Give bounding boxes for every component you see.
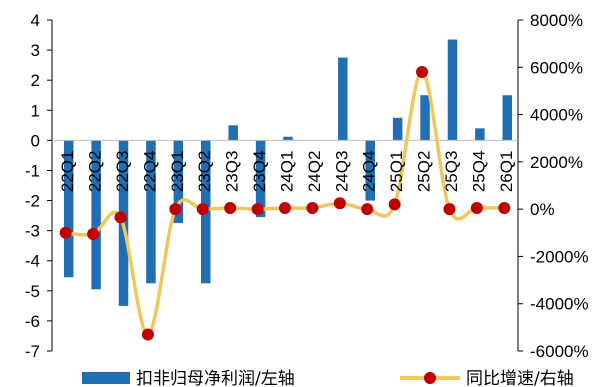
right-tick-label: 2000% — [530, 153, 583, 172]
growth-marker-25Q4 — [470, 201, 483, 214]
right-tick-label: -6000% — [530, 342, 589, 361]
right-axis: 8000% 6000% 4000% 2000% 0% -2000% -4000% -6000% — [517, 11, 589, 361]
category-label-24Q2: 24Q2 — [305, 151, 324, 193]
bar-25Q1 — [392, 117, 403, 141]
growth-marker-25Q3 — [443, 203, 456, 216]
right-tick-label: 6000% — [530, 58, 583, 77]
legend-line-marker — [424, 372, 436, 384]
bar-25Q2 — [420, 95, 430, 141]
bar-24Q3 — [338, 57, 348, 141]
bar-22Q2 — [91, 140, 101, 290]
left-tick-label: 3 — [31, 41, 40, 60]
category-label-22Q4: 22Q4 — [140, 151, 159, 193]
growth-marker-23Q3 — [224, 201, 237, 214]
left-tick-label: -4 — [25, 252, 40, 271]
legend: 扣非归母净利润/左轴 同比增速/右轴 — [82, 369, 574, 387]
growth-marker-22Q1 — [59, 226, 72, 239]
left-tick-label: 0 — [31, 131, 40, 150]
left-tick-label: -1 — [25, 161, 40, 180]
left-tick-label: 4 — [31, 11, 40, 30]
left-tick-label: -7 — [25, 342, 40, 361]
category-label-25Q2: 25Q2 — [415, 151, 434, 193]
category-label-25Q1: 25Q1 — [387, 151, 406, 193]
category-label-23Q2: 23Q2 — [195, 151, 214, 193]
growth-marker-23Q2 — [196, 203, 209, 216]
growth-marker-26Q1 — [498, 201, 511, 214]
category-label-26Q1: 26Q1 — [497, 151, 516, 193]
growth-marker-25Q2 — [416, 66, 429, 79]
category-label-25Q3: 25Q3 — [442, 151, 461, 193]
category-label-22Q1: 22Q1 — [58, 151, 77, 193]
growth-marker-24Q4 — [361, 203, 374, 216]
bar-24Q1 — [283, 136, 293, 141]
bar-25Q4 — [475, 128, 485, 141]
legend-bar-swatch — [82, 372, 130, 384]
category-label-23Q3: 23Q3 — [223, 151, 242, 193]
right-tick-label: 4000% — [530, 106, 583, 125]
growth-marker-24Q2 — [306, 201, 319, 214]
category-label-23Q4: 23Q4 — [250, 151, 269, 193]
legend-bar-label: 扣非归母净利润/左轴 — [136, 369, 295, 387]
bar-23Q4 — [255, 140, 266, 218]
left-tick-label: 1 — [31, 101, 40, 120]
growth-marker-22Q3 — [114, 211, 127, 224]
left-tick-label: -2 — [25, 192, 40, 211]
growth-marker-25Q1 — [388, 198, 401, 211]
bar-23Q1 — [173, 140, 184, 224]
legend-line-label: 同比增速/右轴 — [466, 369, 574, 387]
category-label-24Q4: 24Q4 — [360, 151, 379, 193]
growth-marker-24Q3 — [333, 197, 346, 210]
growth-marker-22Q4 — [141, 328, 154, 341]
growth-marker-23Q1 — [169, 203, 182, 216]
bar-25Q3 — [447, 39, 458, 141]
left-tick-label: -5 — [25, 282, 40, 301]
bar-24Q4 — [365, 140, 375, 201]
bar-26Q1 — [502, 95, 513, 141]
category-labels: 22Q1 22Q2 22Q3 22Q4 23Q1 23Q2 23Q3 23Q4 24Q1 24Q2… — [58, 151, 516, 193]
category-label-24Q1: 24Q1 — [277, 151, 296, 193]
category-label-22Q3: 22Q3 — [113, 151, 132, 193]
right-tick-label: -4000% — [530, 295, 589, 314]
bar-22Q4 — [146, 140, 156, 284]
right-tick-label: -2000% — [530, 247, 589, 266]
category-label-25Q4: 25Q4 — [469, 151, 488, 193]
bar-22Q1 — [63, 140, 74, 278]
growth-marker-23Q4 — [251, 203, 264, 216]
right-tick-label: 0% — [530, 200, 555, 219]
category-label-24Q3: 24Q3 — [332, 151, 351, 193]
left-axis: 4 3 2 1 0 -1 -2 -3 -4 -5 -6 -7 — [25, 11, 53, 361]
category-label-23Q1: 23Q1 — [168, 151, 187, 193]
growth-marker-24Q1 — [279, 201, 291, 214]
line-series — [59, 66, 511, 341]
bar-23Q3 — [228, 125, 238, 141]
left-tick-label: -6 — [25, 312, 40, 331]
growth-marker-22Q2 — [87, 227, 100, 240]
left-tick-label: 2 — [31, 71, 40, 90]
category-label-22Q2: 22Q2 — [86, 151, 105, 193]
right-tick-label: 8000% — [530, 11, 583, 30]
left-tick-label: -3 — [25, 222, 40, 241]
